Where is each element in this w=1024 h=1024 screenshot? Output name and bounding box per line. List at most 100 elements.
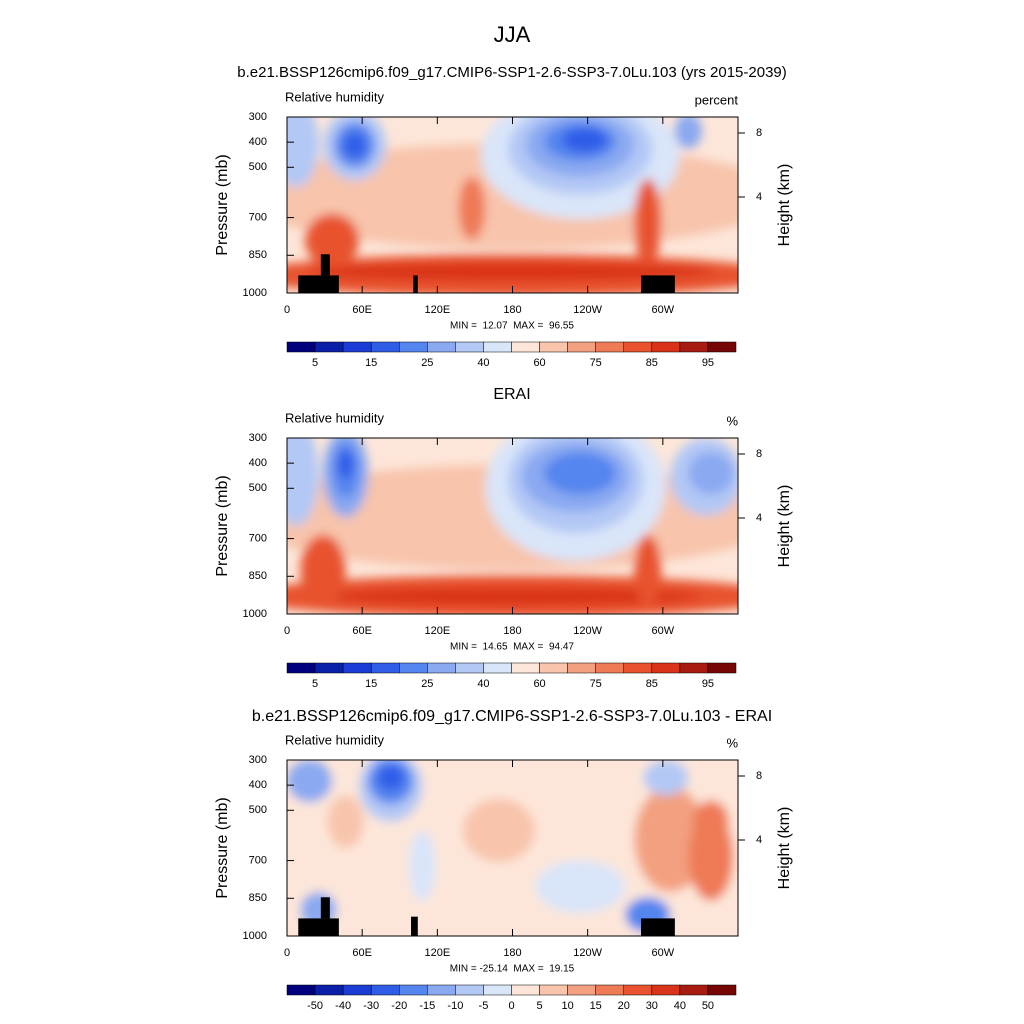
contour-fill bbox=[634, 786, 707, 892]
colorbar-box bbox=[314, 341, 344, 353]
panel-title: ERAI bbox=[493, 386, 530, 403]
x-tick-label: 60E bbox=[352, 625, 372, 637]
colorbar-label: 40 bbox=[477, 678, 489, 690]
y-tick-label: 500 bbox=[249, 804, 267, 816]
colorbar-box bbox=[623, 662, 653, 674]
x-tick-label: 120W bbox=[573, 625, 602, 637]
y-tick-label: 300 bbox=[249, 111, 267, 123]
contour-fill bbox=[377, 765, 405, 790]
figure-title: JJA bbox=[494, 22, 531, 47]
colorbar-label: 5 bbox=[312, 357, 318, 369]
terrain bbox=[320, 897, 330, 919]
colorbar-label: 75 bbox=[590, 678, 602, 690]
colorbar-box bbox=[539, 984, 568, 996]
x-tick-label: 60W bbox=[652, 947, 675, 959]
y2-axis-label: Height (km) bbox=[776, 485, 793, 568]
terrain bbox=[320, 254, 330, 276]
x-tick-label: 120W bbox=[573, 304, 602, 316]
contour-fill bbox=[305, 213, 360, 267]
x-tick-label: 120E bbox=[424, 947, 450, 959]
y-tick-label: 400 bbox=[249, 136, 267, 148]
colorbar-box bbox=[567, 341, 596, 353]
field-shapes bbox=[287, 760, 738, 936]
contour-field bbox=[287, 117, 738, 293]
x-tick-label: 120W bbox=[573, 947, 602, 959]
units-label: % bbox=[726, 735, 738, 750]
colorbar-label: -15 bbox=[419, 1000, 435, 1012]
contour-fill bbox=[634, 534, 662, 606]
x-tick-label: 0 bbox=[284, 625, 290, 637]
colorbar-box bbox=[651, 984, 681, 996]
y2-tick-label: 8 bbox=[756, 770, 762, 782]
colorbar-box bbox=[427, 341, 456, 353]
min-max: MIN = 14.65 MAX = 94.47 bbox=[450, 642, 574, 653]
variable-label: Relative humidity bbox=[285, 732, 384, 747]
y-tick-label: 700 bbox=[249, 854, 267, 866]
contour-fill bbox=[408, 830, 436, 901]
y-axis-label: Pressure (mb) bbox=[214, 475, 231, 576]
colorbar-box bbox=[483, 341, 512, 353]
colorbar-box bbox=[539, 341, 568, 353]
panel-title: b.e21.BSSP126cmip6.f09_g17.CMIP6-SSP1-2.… bbox=[237, 64, 787, 81]
panel-title: b.e21.BSSP126cmip6.f09_g17.CMIP6-SSP1-2.… bbox=[252, 708, 772, 725]
colorbar-label: 5 bbox=[312, 678, 318, 690]
x-tick-label: 60E bbox=[352, 947, 372, 959]
colorbar-label: 40 bbox=[674, 1000, 686, 1012]
y-tick-label: 300 bbox=[249, 754, 267, 766]
y-tick-label: 300 bbox=[249, 432, 267, 444]
colorbar-label: 85 bbox=[646, 678, 658, 690]
min-max: MIN = 12.07 MAX = 96.55 bbox=[450, 321, 574, 332]
colorbar-label: 15 bbox=[365, 357, 377, 369]
y-tick-label: 850 bbox=[249, 892, 267, 904]
colorbar-label: 25 bbox=[421, 678, 433, 690]
y-tick-label: 400 bbox=[249, 779, 267, 791]
colorbar-box bbox=[455, 662, 484, 674]
colorbar-label: 95 bbox=[702, 357, 714, 369]
contour-fill bbox=[674, 117, 702, 149]
colorbar-label: 30 bbox=[646, 1000, 658, 1012]
y-tick-label: 1000 bbox=[243, 930, 267, 942]
y-tick-label: 500 bbox=[249, 482, 267, 494]
y2-tick-label: 8 bbox=[756, 127, 762, 139]
contour-fill bbox=[458, 176, 486, 241]
colorbar-box bbox=[342, 984, 372, 996]
y2-tick-label: 4 bbox=[756, 512, 762, 524]
contour-fill bbox=[562, 127, 608, 153]
contour-fill bbox=[327, 795, 364, 848]
colorbar-box bbox=[511, 984, 540, 996]
y-tick-label: 850 bbox=[249, 249, 267, 261]
terrain bbox=[298, 918, 339, 936]
terrain bbox=[641, 275, 675, 293]
colorbar-label: -40 bbox=[335, 1000, 351, 1012]
colorbar-box bbox=[595, 341, 624, 353]
contour-fill bbox=[287, 117, 319, 188]
colorbar-label: 75 bbox=[590, 357, 602, 369]
colorbar-box bbox=[511, 662, 540, 674]
contour-fill bbox=[634, 178, 662, 267]
y-tick-label: 400 bbox=[249, 457, 267, 469]
colorbar-box bbox=[679, 341, 709, 353]
colorbar-box bbox=[623, 341, 653, 353]
contour-fill bbox=[323, 587, 702, 606]
y2-tick-label: 4 bbox=[756, 191, 762, 203]
colorbar-box bbox=[567, 662, 596, 674]
colorbar-box bbox=[455, 984, 484, 996]
contour-fill bbox=[287, 438, 319, 526]
y2-tick-label: 4 bbox=[756, 834, 762, 846]
colorbar-label: 50 bbox=[702, 1000, 714, 1012]
y-tick-label: 1000 bbox=[243, 287, 267, 299]
contour-fill bbox=[643, 760, 689, 796]
contour-fill bbox=[309, 263, 716, 281]
colorbar-box bbox=[651, 662, 681, 674]
min-max: MIN = -25.14 MAX = 19.15 bbox=[450, 964, 575, 975]
contour-fill bbox=[544, 452, 617, 495]
y-tick-label: 500 bbox=[249, 161, 267, 173]
x-tick-label: 180 bbox=[503, 304, 521, 316]
colorbar-box bbox=[399, 662, 428, 674]
y-tick-label: 700 bbox=[249, 211, 267, 223]
colorbar-box bbox=[427, 984, 456, 996]
field-shapes bbox=[287, 438, 738, 614]
x-tick-label: 120E bbox=[424, 625, 450, 637]
colorbar-box bbox=[679, 662, 709, 674]
colorbar-label: 85 bbox=[646, 357, 658, 369]
